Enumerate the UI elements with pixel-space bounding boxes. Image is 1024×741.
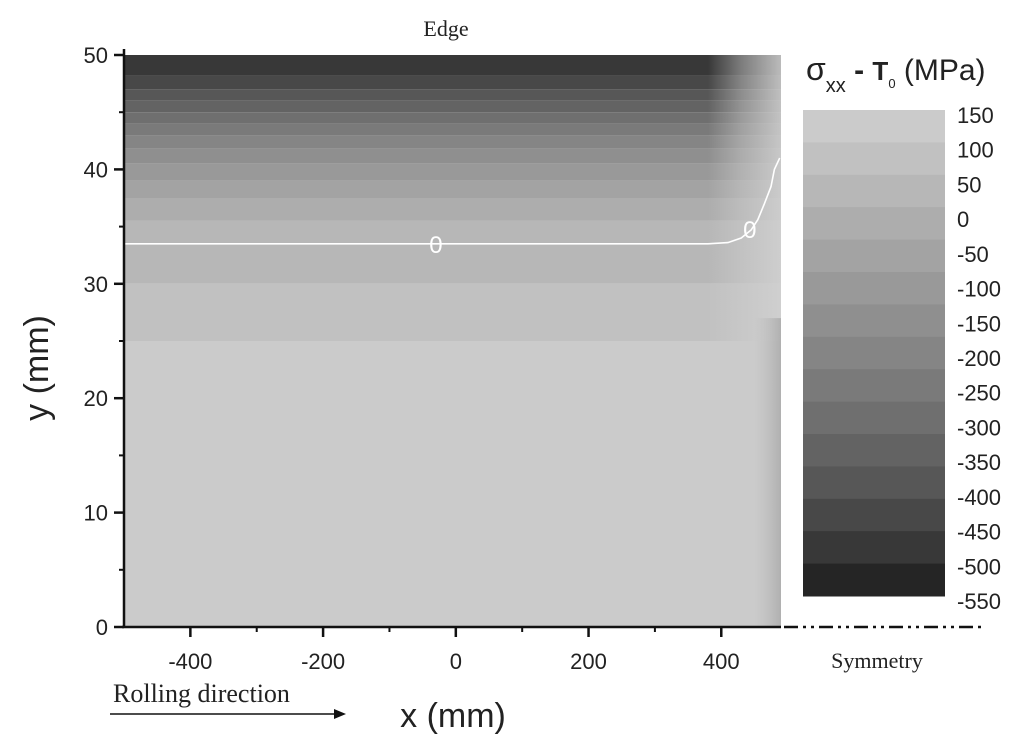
colorbar-label-5: -100 [957, 277, 1001, 302]
colorbar-swatch-14 [803, 563, 945, 597]
contour-band-3 [124, 198, 781, 221]
contour-band-5 [124, 163, 781, 181]
x-tick-label-4: 400 [703, 649, 740, 674]
colorbar-label-3: 0 [957, 207, 969, 232]
edge-strip-region [754, 318, 781, 626]
contour-band-8 [124, 123, 781, 136]
colorbar-swatch-13 [803, 531, 945, 565]
y-axis-title: y (mm) [18, 315, 56, 421]
colorbar-label-7: -200 [957, 346, 1001, 371]
colorbar-swatch-1 [803, 142, 945, 176]
right-edge-effect [708, 55, 781, 626]
colorbar-swatch-7 [803, 336, 945, 370]
edge-fade-region [708, 55, 781, 341]
y-tick-label-5: 50 [84, 43, 108, 68]
colorbar-labels: 150 100 50 0 -50 -100 -150 -200 -250 -300 -350 -400… [957, 103, 1001, 614]
contour-band-10 [124, 100, 781, 113]
plot-axes [122, 49, 781, 629]
colorbar-label-8: -250 [957, 381, 1001, 406]
stress-contour-bands [124, 55, 781, 626]
contour-band-6 [124, 148, 781, 164]
colorbar-swatch-6 [803, 304, 945, 338]
rolling-direction-label: Rolling direction [113, 679, 290, 708]
colorbar-label-12: -450 [957, 520, 1001, 545]
colorbar-label-14: -550 [957, 589, 1001, 614]
symmetry-annotation: Symmetry [831, 648, 923, 673]
zero-contour-label-1: 0 [743, 217, 756, 244]
colorbar-swatch-11 [803, 466, 945, 500]
edge-annotation: Edge [423, 16, 468, 41]
colorbar-swatch-0 [803, 110, 945, 143]
colorbar-label-4: -50 [957, 242, 989, 267]
colorbar-swatch-5 [803, 272, 945, 305]
contour-band-11 [124, 89, 781, 101]
colorbar-label-9: -300 [957, 415, 1001, 440]
rolling-direction-arrow [110, 709, 346, 719]
colorbar-swatch-9 [803, 401, 945, 435]
colorbar-label-10: -350 [957, 450, 1001, 475]
colorbar-label-11: -400 [957, 485, 1001, 510]
x-tick-label-0: -400 [168, 649, 212, 674]
contour-band-13 [124, 55, 781, 76]
y-tick-label-0: 0 [96, 615, 108, 640]
x-tick-label-1: -200 [301, 649, 345, 674]
colorbar-label-1: 100 [957, 138, 994, 163]
colorbar-label-2: 50 [957, 172, 981, 197]
x-axis-ticks: -400 -200 0 200 400 [168, 627, 740, 674]
contour-band-0 [124, 341, 781, 626]
x-tick-label-2: 0 [450, 649, 462, 674]
zero-contour-label-0: 0 [429, 232, 442, 259]
y-axis-ticks: 0 10 20 30 40 50 [84, 43, 124, 640]
contour-band-1 [124, 283, 781, 341]
y-tick-label-1: 10 [84, 501, 108, 526]
colorbar-swatch-2 [803, 174, 945, 208]
y-tick-label-2: 20 [84, 386, 108, 411]
colorbar-label-6: -150 [957, 311, 1001, 336]
colorbar-swatch-4 [803, 239, 945, 273]
contour-band-9 [124, 112, 781, 124]
colorbar-label-13: -500 [957, 554, 1001, 579]
x-axis-title: x (mm) [400, 697, 506, 735]
colorbar-swatch-12 [803, 498, 945, 532]
zero-contour-line [124, 157, 781, 245]
y-tick-label-3: 30 [84, 272, 108, 297]
x-tick-label-3: 200 [570, 649, 607, 674]
colorbar-label-0: 150 [957, 103, 994, 128]
colorbar [803, 110, 945, 597]
contour-band-7 [124, 135, 781, 149]
colorbar-title: σxx - T0 (MPa) [806, 51, 986, 97]
contour-band-12 [124, 75, 781, 90]
contour-band-4 [124, 180, 781, 198]
y-tick-label-4: 40 [84, 157, 108, 182]
colorbar-swatch-8 [803, 369, 945, 403]
colorbar-swatch-10 [803, 434, 945, 467]
contour-band-2 [124, 220, 781, 284]
colorbar-swatch-3 [803, 207, 945, 241]
